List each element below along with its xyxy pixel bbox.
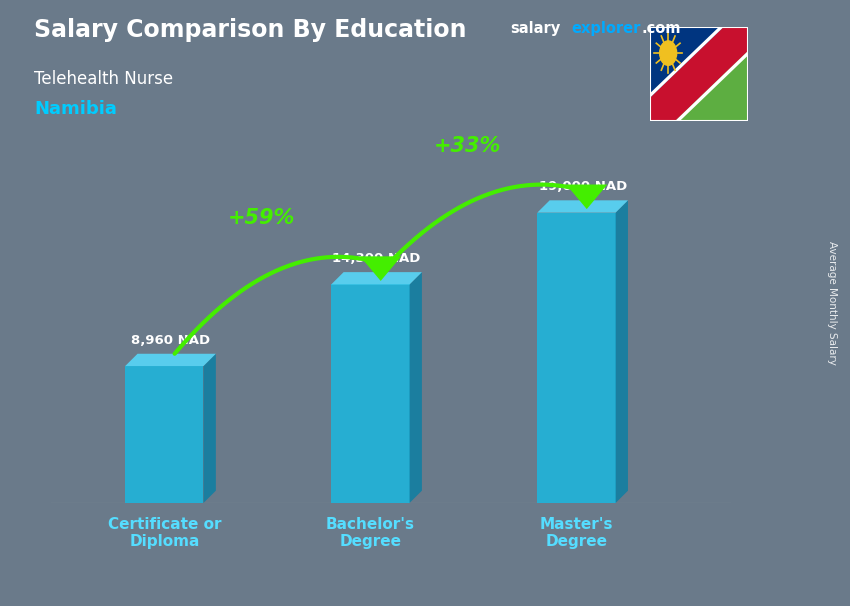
Polygon shape [360, 256, 401, 281]
Polygon shape [615, 201, 628, 503]
Text: 19,000 NAD: 19,000 NAD [539, 181, 626, 193]
Text: salary: salary [510, 21, 560, 36]
Polygon shape [650, 27, 748, 121]
Polygon shape [203, 354, 216, 503]
Polygon shape [658, 44, 757, 141]
Polygon shape [332, 284, 410, 503]
Circle shape [660, 41, 677, 65]
Text: explorer: explorer [571, 21, 641, 36]
Polygon shape [566, 184, 608, 209]
Polygon shape [332, 272, 422, 284]
Text: .com: .com [642, 21, 681, 36]
Polygon shape [125, 354, 216, 366]
Polygon shape [537, 213, 615, 503]
Polygon shape [641, 8, 740, 105]
Text: Namibia: Namibia [34, 100, 116, 118]
Polygon shape [125, 366, 203, 503]
Polygon shape [643, 11, 756, 138]
Polygon shape [410, 272, 422, 503]
Polygon shape [537, 201, 628, 213]
Text: 14,300 NAD: 14,300 NAD [332, 252, 421, 265]
Text: Salary Comparison By Education: Salary Comparison By Education [34, 18, 467, 42]
Text: Telehealth Nurse: Telehealth Nurse [34, 70, 173, 88]
Text: 8,960 NAD: 8,960 NAD [131, 334, 210, 347]
Polygon shape [650, 27, 748, 121]
Text: Average Monthly Salary: Average Monthly Salary [827, 241, 837, 365]
Text: +33%: +33% [434, 136, 501, 156]
Text: +59%: +59% [228, 208, 295, 228]
